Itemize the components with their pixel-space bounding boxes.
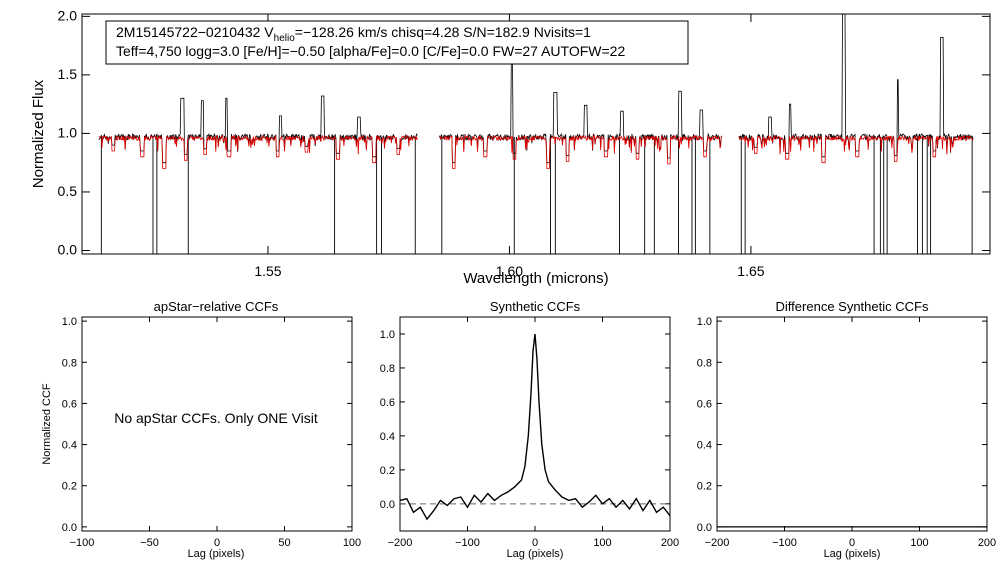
- synthetic-ccf-x-tick-label-4: 200: [661, 537, 679, 549]
- synthetic-ccf-y-ticks: 0.0 0.2 0.4 0.6 0.8 1.0: [380, 329, 670, 511]
- synthetic-ccf-x-axis-label: Lag (pixels): [507, 548, 564, 560]
- info-box-line-1: 2M15145722−0210432 Vhelio=−128.26 km/s c…: [116, 24, 591, 44]
- synthetic-ccf-x-tick-label-0: −200: [388, 537, 413, 549]
- apstar-ccf-note: No apStar CCFs. Only ONE Visit: [114, 410, 318, 426]
- difference-ccf-x-axis-label: Lag (pixels): [824, 548, 881, 560]
- apstar-ccf-y-tick-label-2: 0.4: [62, 440, 77, 452]
- spectrum-y-tick-label-0: 0.0: [58, 241, 78, 257]
- info-box-line-2: Teff=4,750 logg=3.0 [Fe/H]=−0.50 [alpha/…: [116, 43, 625, 59]
- spectrum-y-axis-label: Normalized Flux: [30, 79, 47, 188]
- spectrum-x-tick-label-1: 1.60: [496, 263, 523, 279]
- model-spectrum-line-chip-2: [738, 134, 974, 164]
- difference-ccf-y-tick-label-0: 0.0: [697, 522, 712, 534]
- observed-spectrum-line-chip-0: [98, 95, 418, 164]
- apstar-ccf-x-tick-label-3: 50: [278, 537, 290, 549]
- spectrum-x-tick-label-2: 1.65: [737, 263, 764, 279]
- synthetic-ccf-x-ticks: −200 −100 0 100 200: [388, 317, 679, 549]
- difference-ccf-y-tick-label-4: 0.8: [697, 357, 712, 369]
- synthetic-ccf-y-tick-label-2: 0.4: [380, 431, 395, 443]
- difference-ccf-y-tick-label-2: 0.4: [697, 440, 712, 452]
- spectrum-y-tick-label-3: 1.5: [58, 66, 78, 82]
- synthetic-ccf-y-tick-label-5: 1.0: [380, 329, 395, 341]
- info-box: [105, 20, 689, 65]
- apstar-ccf-y-tick-label-5: 1.0: [62, 316, 77, 328]
- spectrum-y-tick-label-1: 0.5: [58, 183, 78, 199]
- apstar-ccf-x-tick-label-4: 100: [343, 537, 361, 549]
- difference-ccf-y-ticks: 0.0 0.2 0.4 0.6 0.8 1.0: [697, 316, 987, 534]
- difference-ccf-y-tick-label-5: 1.0: [697, 316, 712, 328]
- apstar-ccf-x-axis-label: Lag (pixels): [188, 548, 245, 560]
- synthetic-ccf-line: [399, 333, 671, 521]
- observed-spectrum-line-chip-2: [738, 13, 974, 158]
- spectrum-frame: [81, 13, 991, 255]
- synthetic-ccf-frame: [399, 316, 671, 532]
- synthetic-ccf-y-tick-label-0: 0.0: [380, 499, 395, 511]
- synthetic-ccf-y-tick-label-3: 0.6: [380, 397, 395, 409]
- spectrum-x-ticks: 1.55 1.60 1.65: [254, 14, 765, 279]
- difference-ccf-x-tick-label-2: 0: [849, 537, 855, 549]
- apstar-ccf-y-tick-label-3: 0.6: [62, 398, 77, 410]
- spectrum-y-tick-label-2: 1.0: [58, 124, 78, 140]
- apstar-ccf-y-axis-label: Normalized CCF: [41, 383, 53, 465]
- apstar-ccf-y-ticks: 0.0 0.2 0.4 0.6 0.8 1.0: [62, 316, 352, 534]
- difference-ccf-x-tick-label-1: −100: [772, 537, 797, 549]
- model-spectrum-line-chip-0: [98, 134, 418, 169]
- difference-ccf-y-tick-label-3: 0.6: [697, 398, 712, 410]
- model-spectrum-line-chip-1: [439, 134, 723, 169]
- apstar-ccf-x-ticks: −100 −50 0 50 100: [70, 317, 361, 549]
- difference-ccf-title: Difference Synthetic CCFs: [776, 299, 929, 314]
- difference-ccf-x-tick-label-0: −200: [705, 537, 730, 549]
- synthetic-ccf-panel: Synthetic CCFs 0.0 0.2 0.4 0.6 0.8 1.0 −200 −1…: [380, 299, 679, 560]
- spectrum-y-tick-label-4: 2.0: [58, 7, 78, 23]
- model-spectrum-series: [98, 134, 974, 169]
- synthetic-ccf-y-tick-label-4: 0.8: [380, 363, 395, 375]
- synthetic-ccf-x-tick-label-2: 0: [532, 537, 538, 549]
- synthetic-ccf-x-tick-label-1: −100: [455, 537, 480, 549]
- synthetic-ccf-y-tick-label-1: 0.2: [380, 465, 395, 477]
- apstar-ccf-y-tick-label-1: 0.2: [62, 481, 77, 493]
- apstar-ccf-y-tick-label-4: 0.8: [62, 357, 77, 369]
- spectrum-panel: 0.0 0.5 1.0 1.5 2.0 1.55 1.60 1.65 Wavelength …: [30, 7, 991, 287]
- apstar-ccf-y-tick-label-0: 0.0: [62, 522, 77, 534]
- observed-spectrum-series: [98, 13, 974, 254]
- spectrum-x-tick-label-0: 1.55: [254, 263, 281, 279]
- apstar-ccf-x-tick-label-2: 0: [214, 537, 220, 549]
- difference-ccf-y-tick-label-1: 0.2: [697, 481, 712, 493]
- synthetic-ccf-x-tick-label-3: 100: [593, 537, 611, 549]
- info-velocity-stats: =−128.26 km/s chisq=4.28 S/N=182.9 Nvisi…: [295, 24, 591, 40]
- apstar-ccf-x-tick-label-1: −50: [140, 537, 159, 549]
- synthetic-ccf-title: Synthetic CCFs: [490, 299, 581, 314]
- info-object-velocity: 2M15145722−0210432 V: [116, 24, 274, 40]
- synthetic-ccf-series: [399, 333, 671, 521]
- difference-ccf-x-tick-label-3: 100: [910, 537, 928, 549]
- spectrum-y-ticks: 0.0 0.5 1.0 1.5 2.0: [58, 7, 990, 257]
- spectrum-x-axis-label: Wavelength (microns): [463, 270, 608, 287]
- difference-ccf-x-ticks: −200 −100 0 100 200: [705, 317, 996, 549]
- difference-ccf-x-tick-label-4: 200: [978, 537, 996, 549]
- difference-ccf-panel: Difference Synthetic CCFs 0.00.20.40.60.…: [697, 299, 996, 560]
- apstar-ccf-panel: apStar−relative CCFs 0.00.20.40.60.81.0 …: [41, 299, 361, 560]
- apstar-ccf-x-tick-label-0: −100: [70, 537, 95, 549]
- difference-ccf-frame: [716, 316, 988, 532]
- info-velocity-subscript: helio: [274, 33, 296, 44]
- apstar-ccf-title: apStar−relative CCFs: [154, 299, 279, 314]
